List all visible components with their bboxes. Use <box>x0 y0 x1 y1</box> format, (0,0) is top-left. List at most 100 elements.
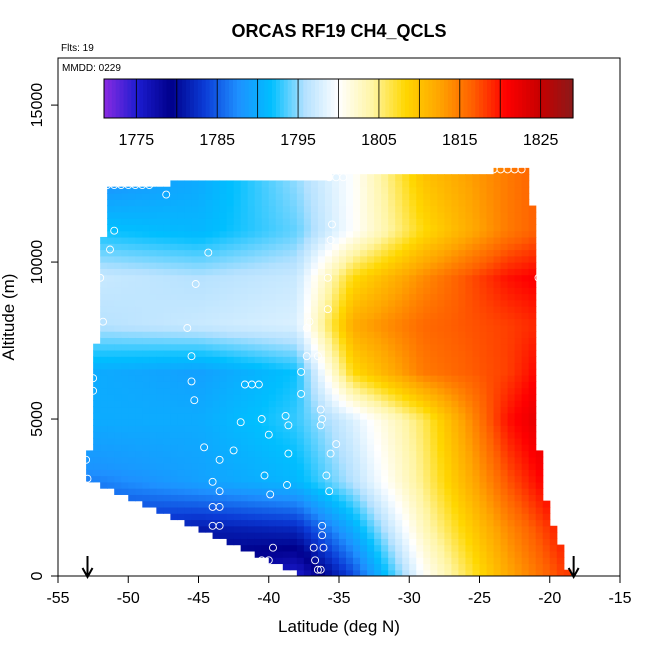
section-cell <box>296 506 305 514</box>
section-cell <box>395 557 403 565</box>
section-cell <box>514 255 523 263</box>
section-cell <box>423 456 431 464</box>
section-cell <box>549 563 558 571</box>
section-cell <box>381 557 389 565</box>
section-cell <box>479 268 488 276</box>
section-cell <box>416 494 424 502</box>
section-cell <box>507 287 516 295</box>
section-cell <box>156 287 164 295</box>
section-cell <box>275 180 284 188</box>
section-cell <box>486 494 495 502</box>
section-cell <box>374 431 382 439</box>
section-cell <box>261 255 270 263</box>
section-cell <box>374 563 382 571</box>
section-cell <box>163 205 172 213</box>
section-cell <box>416 192 424 200</box>
section-cell <box>205 287 214 295</box>
section-cell <box>479 362 488 370</box>
section-cell <box>416 262 424 269</box>
section-cell <box>156 299 164 307</box>
section-cell <box>381 224 389 232</box>
section-cell <box>381 387 389 395</box>
section-cell <box>339 393 347 401</box>
section-cell <box>395 500 403 508</box>
section-cell <box>416 563 424 571</box>
section-cell <box>121 192 129 200</box>
section-cell <box>507 513 516 521</box>
section-cell <box>317 356 326 364</box>
section-cell <box>367 318 375 326</box>
section-cell <box>268 381 277 389</box>
section-cell <box>156 368 164 376</box>
section-cell <box>261 393 270 401</box>
section-cell <box>303 180 312 188</box>
colorbar-cell <box>166 79 172 118</box>
section-cell <box>191 462 200 470</box>
section-cell <box>240 519 249 527</box>
section-cell <box>479 469 488 477</box>
section-cell <box>226 444 235 452</box>
section-cell <box>303 343 312 351</box>
section-cell <box>409 462 417 470</box>
section-cell <box>296 268 305 276</box>
section-cell <box>367 519 375 527</box>
section-cell <box>114 406 122 414</box>
section-cell <box>177 211 186 219</box>
section-cell <box>444 569 452 576</box>
section-cell <box>170 500 179 508</box>
section-cell <box>500 544 509 552</box>
section-cell <box>339 557 347 565</box>
section-cell <box>184 393 193 401</box>
section-cell <box>507 519 516 527</box>
section-cell <box>395 299 403 307</box>
section-cell <box>367 525 375 533</box>
section-cell <box>360 381 368 389</box>
section-cell <box>542 563 551 571</box>
section-cell <box>135 192 143 200</box>
section-cell <box>247 337 256 345</box>
section-cell <box>472 324 481 332</box>
section-cell <box>289 425 298 433</box>
section-cell <box>360 544 368 552</box>
section-cell <box>219 412 228 420</box>
section-cell <box>212 249 221 257</box>
colorbar-cell <box>291 79 297 118</box>
section-cell <box>142 462 150 470</box>
section-cell <box>374 557 382 565</box>
section-cell <box>198 381 207 389</box>
section-cell <box>205 274 214 282</box>
observation-point <box>260 471 269 480</box>
section-cell <box>367 393 375 401</box>
section-cell <box>240 444 249 452</box>
section-cell <box>233 274 242 282</box>
section-cell <box>381 218 389 225</box>
section-cell <box>233 218 242 225</box>
colorbar-cell <box>115 79 121 118</box>
section-cell <box>381 444 389 452</box>
section-cell <box>107 393 115 401</box>
section-cell <box>135 324 143 332</box>
section-cell <box>395 513 403 521</box>
section-cell <box>170 437 179 445</box>
section-cell <box>507 431 516 439</box>
section-cell <box>170 306 179 313</box>
section-cell <box>367 513 375 521</box>
section-cell <box>451 419 460 426</box>
section-cell <box>458 349 467 357</box>
section-cell <box>275 450 284 458</box>
section-cell <box>93 381 101 389</box>
section-cell <box>367 387 375 395</box>
colorbar-cell <box>393 79 398 118</box>
colorbar-cell <box>467 79 472 118</box>
section-cell <box>458 387 467 395</box>
section-cell <box>310 406 319 414</box>
section-cell <box>107 205 115 213</box>
colorbar-cell <box>193 79 199 118</box>
section-cell <box>535 462 544 470</box>
section-cell <box>409 450 417 458</box>
section-cell <box>205 280 214 288</box>
section-cell <box>163 500 172 508</box>
section-cell <box>170 218 179 225</box>
section-cell <box>149 375 157 382</box>
section-cell <box>360 218 368 225</box>
